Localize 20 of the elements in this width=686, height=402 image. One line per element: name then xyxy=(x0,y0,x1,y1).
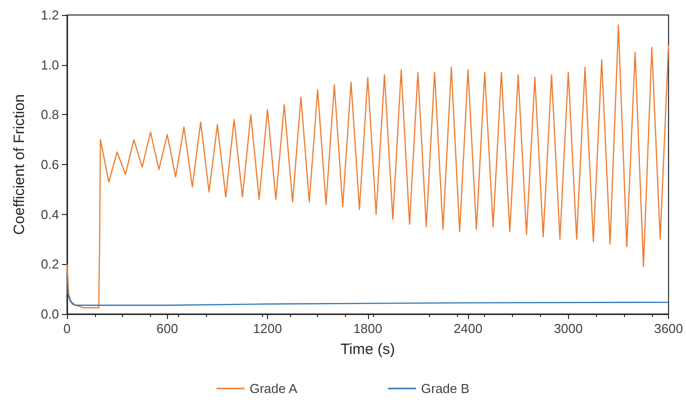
legend-label: Grade A xyxy=(250,381,298,396)
y-tick-label: 0.8 xyxy=(40,107,59,122)
x-tick-label: 1200 xyxy=(253,321,282,336)
line-series xyxy=(66,24,670,308)
x-tick-label: 0 xyxy=(63,321,71,336)
y-tick-label: 0.4 xyxy=(40,206,59,222)
y-tick-label: 1.2 xyxy=(40,8,59,22)
x-tick-label: 2400 xyxy=(454,321,482,336)
legend-label: Grade B xyxy=(421,381,470,396)
y-tick-label: 0.2 xyxy=(40,256,59,272)
line-series xyxy=(66,276,670,306)
y-tick-label: 0.6 xyxy=(40,157,59,172)
y-tick-label: 1.0 xyxy=(40,57,59,72)
y-tick-label: 0.0 xyxy=(40,306,59,322)
x-tick-label: 3600 xyxy=(654,321,683,336)
x-tick-label: 1800 xyxy=(353,321,382,336)
y-axis-title: Coefficient of Friction xyxy=(11,94,28,235)
x-tick-label: 600 xyxy=(156,321,178,336)
x-axis-title: Time (s) xyxy=(340,341,395,358)
x-tick-label: 3000 xyxy=(554,321,583,336)
